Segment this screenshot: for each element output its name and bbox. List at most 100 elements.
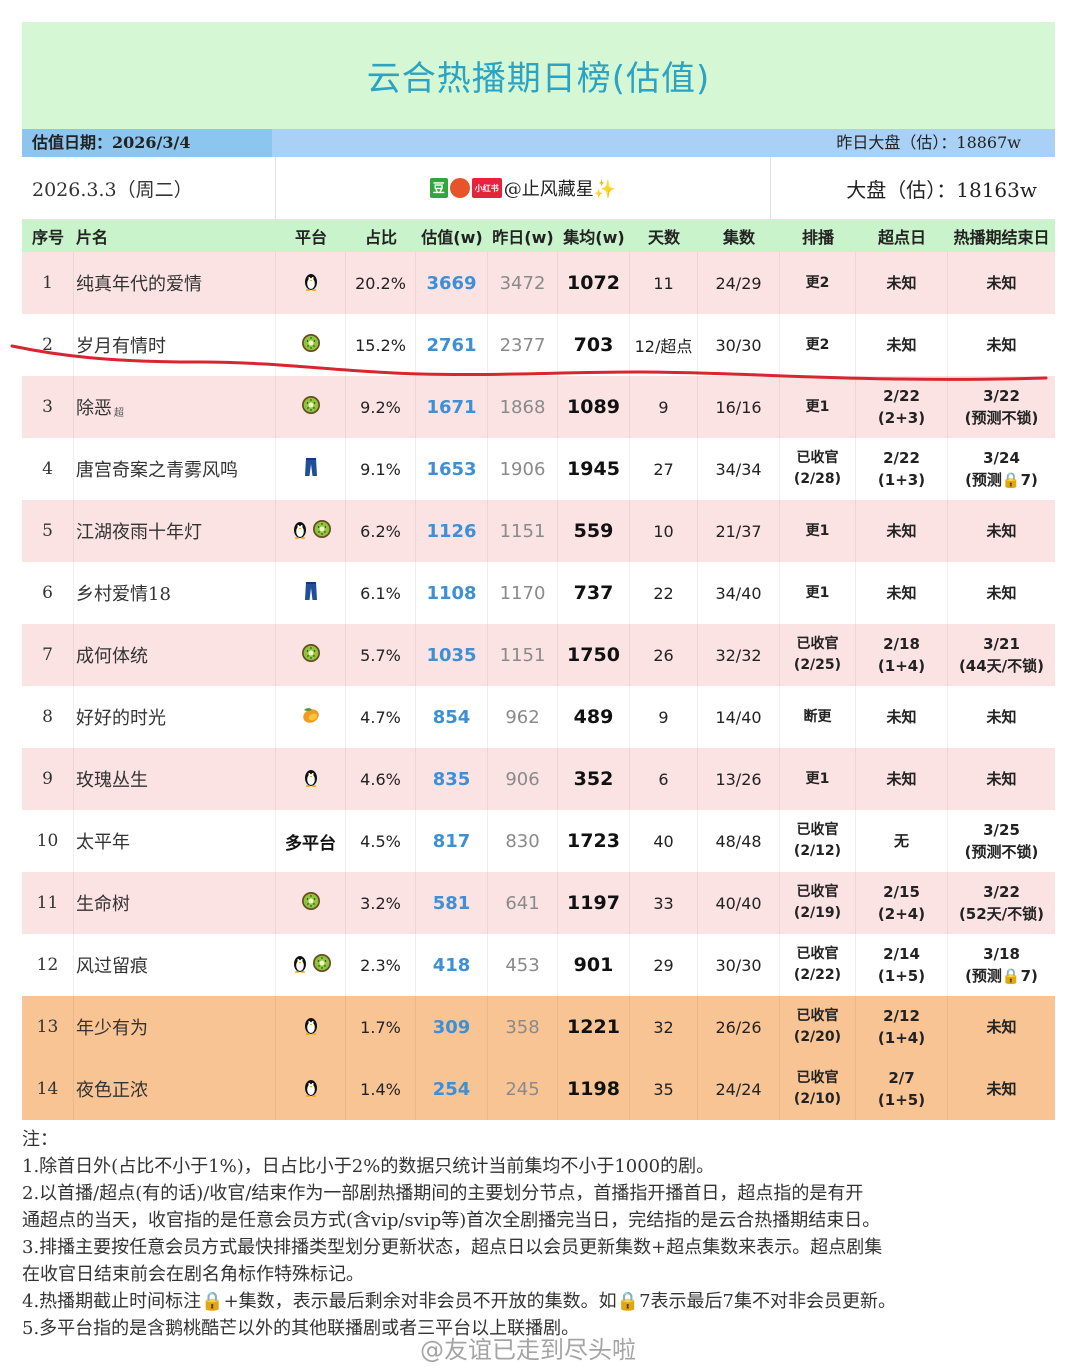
- info-row: 2026.3.3（周二） 豆 小红书 @止风藏星✨ 大盘（估）：18163w: [22, 157, 1055, 220]
- schedule-cell: 已收官 (2/12): [780, 810, 856, 872]
- date-line: 2026.3.3（周二）: [22, 157, 276, 219]
- rank-number: 14: [22, 1058, 74, 1120]
- platform-cell: 多平台: [276, 810, 346, 872]
- jeans-icon: [301, 581, 321, 606]
- episodes-cell: 30/30: [698, 314, 780, 376]
- table-row: 3 除恶超 9.2% 1671 1868 1089 9 16/16 更1 2/22 (2+3) 3/2…: [22, 376, 1055, 438]
- table-row: 5 江湖夜雨十年灯 6.2% 1126 1151 559 10 21/37 更1 未知 未知: [22, 500, 1055, 562]
- end-line: (52天/不锁): [958, 905, 1045, 923]
- days-cell: 29: [630, 934, 698, 996]
- peak-line: 2/7: [888, 1069, 915, 1087]
- schedule-cell: 已收官 (2/22): [780, 934, 856, 996]
- header-peak-day: 超点日: [877, 228, 926, 247]
- table-row: 6 乡村爱情18 6.1% 1108 1170 737 22 34/40 更1 未知 未知: [22, 562, 1055, 624]
- estimate-cell: 418: [416, 934, 488, 996]
- penguin-icon: [301, 1077, 321, 1102]
- peak-line: 无: [893, 832, 909, 850]
- yesterday-cell: 641: [488, 872, 558, 934]
- show-name-cell: 唐宫奇案之青雾风鸣: [74, 438, 276, 500]
- note-2b: 通超点的当天，收官指的是任意会员方式(含vip/svip等)首次全剧播完当日，完…: [22, 1210, 881, 1231]
- average-cell: 1197: [558, 872, 630, 934]
- days-cell: 12/超点: [630, 314, 698, 376]
- share-cell: 4.6%: [346, 748, 416, 810]
- peak-line: 2/18: [883, 635, 920, 653]
- mango-icon: [301, 705, 321, 730]
- end-day-cell: 未知: [948, 252, 1055, 314]
- schedule-cell: 更2: [780, 252, 856, 314]
- days-cell: 9: [630, 376, 698, 438]
- average-cell: 489: [558, 686, 630, 748]
- peak-day-cell: 未知: [856, 252, 948, 314]
- share-cell: 6.2%: [346, 500, 416, 562]
- show-name-cell: 风过留痕: [74, 934, 276, 996]
- show-title: 风过留痕: [76, 956, 148, 977]
- episodes-cell: 16/16: [698, 376, 780, 438]
- show-title: 夜色正浓: [76, 1080, 148, 1101]
- sched-line: 更1: [805, 770, 830, 787]
- end-day-cell: 3/22 (预测不锁): [948, 376, 1055, 438]
- penguin-icon: [301, 767, 321, 792]
- sched-line: (2/25): [793, 657, 842, 673]
- show-name-cell: 岁月有情时: [74, 314, 276, 376]
- episodes-cell: 48/48: [698, 810, 780, 872]
- days-cell: 32: [630, 996, 698, 1058]
- platform-cell: [276, 996, 346, 1058]
- end-line: 3/22: [983, 387, 1020, 405]
- peak-line: (2+3): [877, 409, 926, 427]
- rank-number: 2: [22, 314, 74, 376]
- share-cell: 20.2%: [346, 252, 416, 314]
- estimate-cell: 817: [416, 810, 488, 872]
- note-4: 4.热播期截止时间标注🔒+集数，表示最后剩余对非会员不开放的集数。如🔒7表示最后…: [22, 1291, 896, 1312]
- average-cell: 703: [558, 314, 630, 376]
- peak-line: 未知: [886, 708, 917, 726]
- kiwi-icon: [312, 519, 332, 544]
- rank-number: 7: [22, 624, 74, 686]
- sched-line: 更2: [805, 274, 830, 291]
- peak-line: 未知: [886, 336, 917, 354]
- show-tag: 超: [114, 407, 124, 419]
- yesterday-cell: 962: [488, 686, 558, 748]
- schedule-cell: 已收官 (2/25): [780, 624, 856, 686]
- platform-cell: [276, 748, 346, 810]
- share-cell: 4.5%: [346, 810, 416, 872]
- end-day-cell: 未知: [948, 748, 1055, 810]
- kiwi-icon: [312, 953, 332, 978]
- estimate-cell: 854: [416, 686, 488, 748]
- peak-line: (1+5): [877, 967, 926, 985]
- header-platform: 平台: [294, 228, 327, 247]
- ranking-sheet: 云合热播期日榜(估值) 估值日期：2026/3/4 昨日大盘（估）：18867w…: [22, 22, 1055, 1120]
- sched-line: (2/20): [793, 1029, 842, 1045]
- peak-line: (2+4): [877, 905, 926, 923]
- peak-day-cell: 未知: [856, 748, 948, 810]
- average-cell: 1072: [558, 252, 630, 314]
- show-title: 好好的时光: [76, 708, 166, 729]
- platform-cell: [276, 252, 346, 314]
- end-day-cell: 未知: [948, 500, 1055, 562]
- rank-number: 13: [22, 996, 74, 1058]
- sched-line: (2/22): [793, 967, 842, 983]
- end-day-cell: 未知: [948, 314, 1055, 376]
- peak-line: 未知: [886, 522, 917, 540]
- platform-cell: [276, 1058, 346, 1120]
- sched-line: 已收官: [796, 450, 839, 466]
- average-cell: 1723: [558, 810, 630, 872]
- show-title: 生命树: [76, 894, 130, 915]
- notes-heading: 注：: [22, 1129, 58, 1150]
- platform-cell: [276, 686, 346, 748]
- yesterday-market: 昨日大盘（估）：18867w: [836, 133, 1021, 152]
- header-schedule: 排播: [801, 228, 834, 247]
- kiwi-icon: [301, 333, 321, 358]
- table-row: 2 岁月有情时 15.2% 2761 2377 703 12/超点 30/30 更2 未知 未知: [22, 314, 1055, 376]
- estimate-cell: 1035: [416, 624, 488, 686]
- sched-line: (2/19): [793, 905, 842, 921]
- show-title: 年少有为: [76, 1018, 148, 1039]
- platform-cell: [276, 562, 346, 624]
- header-name: 片名: [76, 228, 109, 247]
- kiwi-icon: [301, 643, 321, 668]
- episodes-cell: 21/37: [698, 500, 780, 562]
- table-header: 序号 片名 平台 占比 估值(w) 昨日(w) 集均(w) 天数 集数 排播 超…: [22, 220, 1055, 252]
- penguin-icon: [290, 519, 310, 544]
- yesterday-cell: 1151: [488, 500, 558, 562]
- penguin-icon: [301, 271, 321, 296]
- rank-number: 8: [22, 686, 74, 748]
